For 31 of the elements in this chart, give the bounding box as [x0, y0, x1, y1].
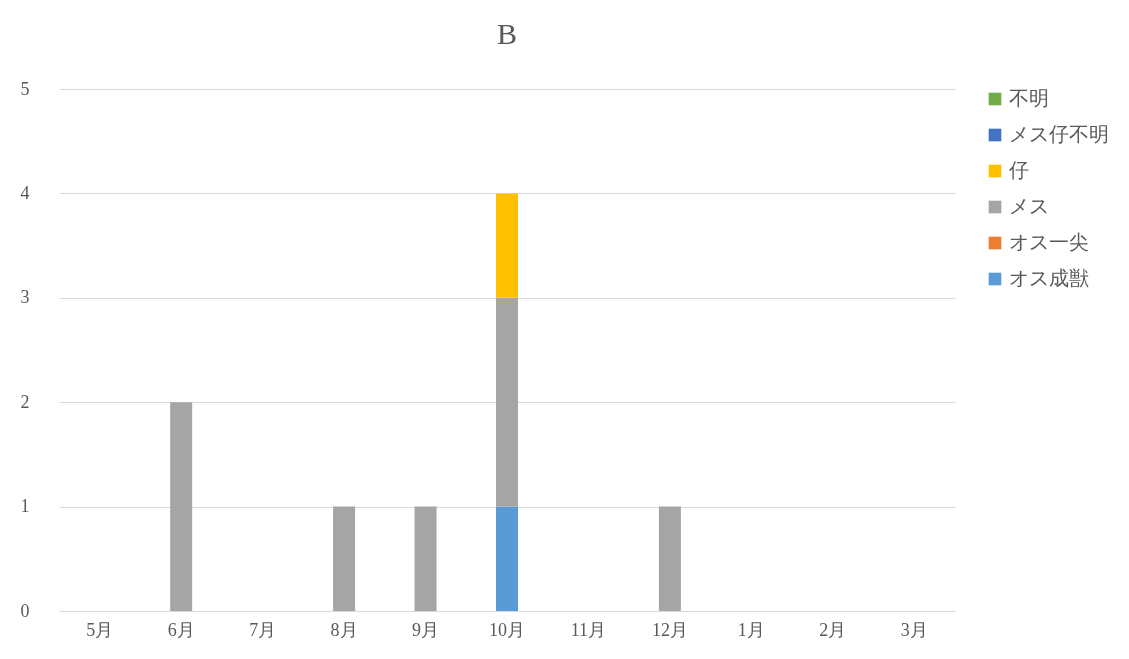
x-tick-label: 5月 [86, 619, 114, 640]
legend-label: メス仔不明 [1009, 123, 1109, 145]
y-tick-label: 4 [20, 182, 30, 203]
x-tick-label: 12月 [651, 619, 688, 640]
y-tick-label: 0 [20, 600, 30, 621]
y-tick-label: 3 [20, 287, 30, 308]
y-tick-label: 1 [20, 496, 30, 517]
x-tick-label: 3月 [900, 619, 928, 640]
x-tick-label: 11月 [570, 619, 607, 640]
x-tick-label: 1月 [737, 619, 765, 640]
legend-label: 仔 [1009, 159, 1029, 181]
bar [658, 506, 681, 611]
bar [170, 402, 193, 611]
x-tick-label: 8月 [330, 619, 358, 640]
y-tick-label: 5 [20, 78, 30, 99]
bar [496, 297, 518, 507]
legend-label: 不明 [1009, 87, 1049, 109]
legend-label: メス [1009, 195, 1049, 217]
x-tick-label: 6月 [167, 619, 195, 640]
bar [496, 193, 518, 298]
bar [496, 506, 518, 611]
legend-label: オス一尖 [1009, 231, 1089, 253]
chart-title: B [496, 17, 518, 50]
x-tick-label: 2月 [819, 619, 847, 640]
bar [333, 506, 356, 611]
x-tick-label: 7月 [249, 619, 277, 640]
bar [414, 506, 437, 611]
y-tick-label: 2 [20, 391, 30, 412]
x-tick-label: 9月 [412, 619, 440, 640]
legend-label: オス成獣 [1009, 267, 1089, 289]
x-tick-label: 10月 [489, 619, 525, 640]
